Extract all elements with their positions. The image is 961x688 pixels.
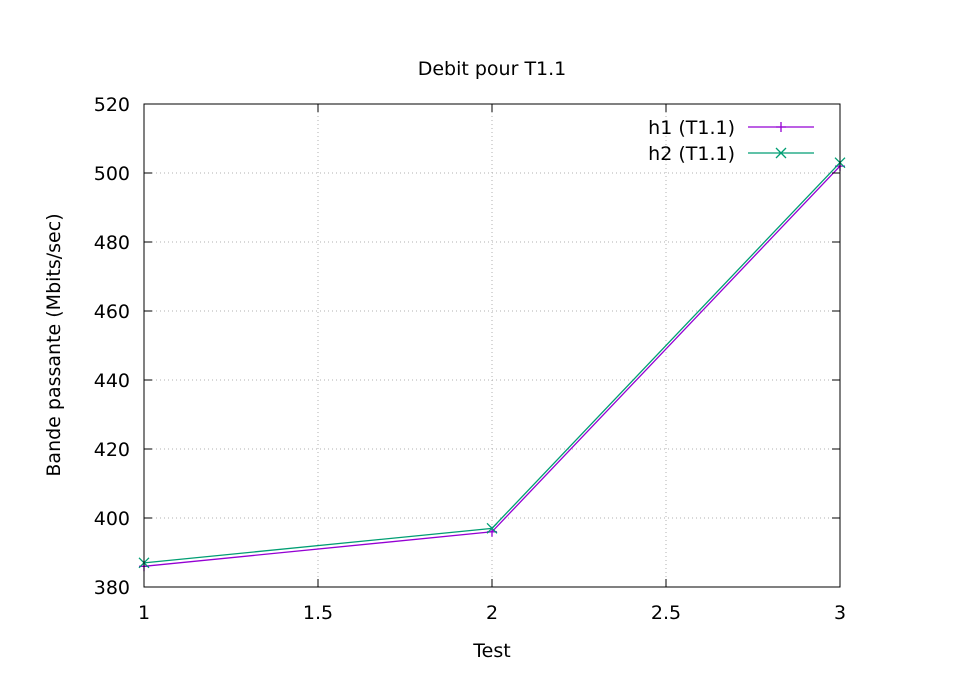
- chart-title: Debit pour T1.1: [418, 58, 567, 80]
- x-tick-label: 2: [486, 602, 498, 624]
- y-tick-label: 460: [94, 301, 130, 323]
- x-tick-label: 2.5: [651, 602, 681, 624]
- legend-label: h2 (T1.1): [648, 143, 735, 165]
- legend-marker: [775, 147, 787, 159]
- y-tick-label: 400: [94, 508, 130, 530]
- y-tick-label: 480: [94, 232, 130, 254]
- y-tick-label: 380: [94, 577, 130, 599]
- y-tick-label: 500: [94, 163, 130, 185]
- series-line: [143, 162, 841, 564]
- series-line: [143, 165, 841, 567]
- y-tick-label: 520: [94, 94, 130, 116]
- y-tick-label: 420: [94, 439, 130, 461]
- axis-ticks: [143, 103, 841, 588]
- x-tick-label: 3: [834, 602, 846, 624]
- legend-label: h1 (T1.1): [648, 117, 735, 139]
- legend: h1 (T1.1) h2 (T1.1): [648, 117, 814, 165]
- legend-marker: [776, 122, 786, 132]
- x-tick-label: 1.5: [303, 602, 333, 624]
- grid-lines: [144, 104, 840, 587]
- series-2: [138, 157, 846, 569]
- axis-tick-labels: 1 1.5 2 2.5 3 380 400 420 440 460 480 500 520: [94, 94, 846, 624]
- series-1: [139, 161, 845, 572]
- y-tick-label: 440: [94, 370, 130, 392]
- x-axis-title: Test: [472, 640, 510, 662]
- y-axis-title: Bande passante (Mbits/sec): [43, 213, 65, 476]
- data-point: [486, 522, 498, 534]
- x-tick-label: 1: [138, 602, 150, 624]
